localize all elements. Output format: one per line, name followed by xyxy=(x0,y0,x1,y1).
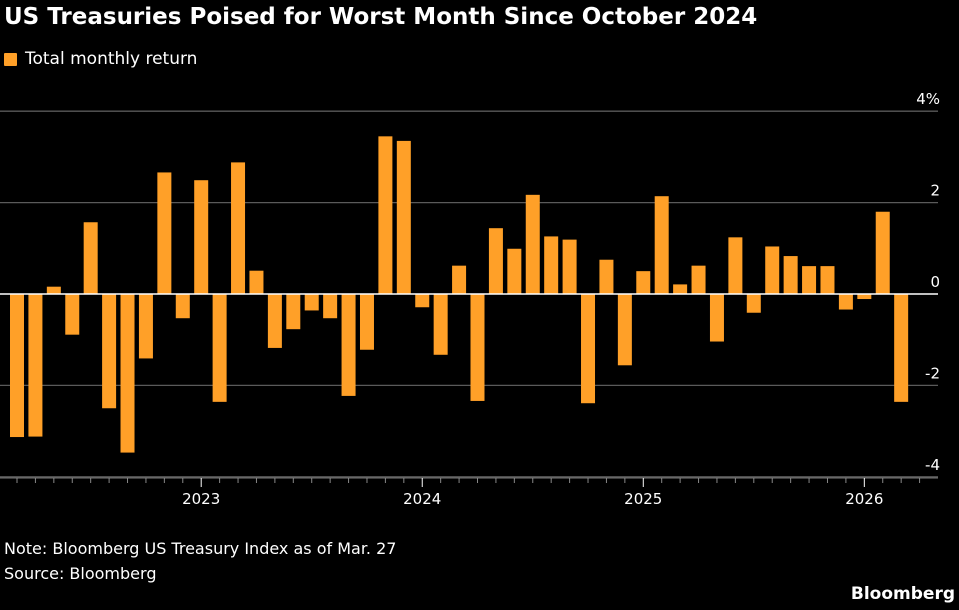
bar xyxy=(875,211,890,294)
footnotes: Note: Bloomberg US Treasury Index as of … xyxy=(4,536,396,586)
bar xyxy=(802,266,817,294)
bloomberg-logo: Bloomberg xyxy=(850,584,955,604)
bar xyxy=(783,256,798,294)
y-tick-label: -4 xyxy=(925,456,940,474)
bar xyxy=(636,271,651,294)
bar xyxy=(286,294,301,330)
bar xyxy=(231,162,246,294)
bar xyxy=(65,294,80,335)
bar xyxy=(415,294,430,308)
y-tick-label: 4% xyxy=(916,90,940,108)
bar xyxy=(691,265,706,294)
bar xyxy=(470,294,485,401)
bar xyxy=(673,284,688,294)
bar xyxy=(544,236,559,294)
bar xyxy=(488,228,503,294)
note-text: Note: Bloomberg US Treasury Index as of … xyxy=(4,539,397,558)
bar xyxy=(728,237,743,294)
bar xyxy=(267,294,282,348)
bar xyxy=(102,294,117,409)
x-tick-label: 2023 xyxy=(182,490,220,508)
bar xyxy=(765,246,780,294)
x-tick-label: 2024 xyxy=(403,490,441,508)
bar xyxy=(120,294,135,453)
bar xyxy=(838,294,853,310)
bar xyxy=(341,294,356,396)
bar xyxy=(709,294,724,342)
source-text: Source: Bloomberg xyxy=(4,564,157,583)
chart-title: US Treasuries Poised for Worst Month Sin… xyxy=(4,4,758,30)
bar xyxy=(599,259,614,294)
bar xyxy=(562,239,577,294)
bar xyxy=(654,196,669,294)
bar xyxy=(894,294,909,402)
bar xyxy=(359,294,374,350)
bar xyxy=(323,294,338,319)
bar xyxy=(194,180,209,294)
bar xyxy=(10,294,24,438)
bar xyxy=(396,140,411,294)
x-tick-label: 2026 xyxy=(845,490,883,508)
bar xyxy=(28,294,43,437)
bar xyxy=(212,294,227,402)
bar xyxy=(46,286,61,294)
bar xyxy=(820,266,835,294)
bar xyxy=(507,248,522,294)
bar xyxy=(304,294,319,311)
bar xyxy=(433,294,448,355)
legend-swatch xyxy=(4,52,17,66)
bar xyxy=(83,222,98,294)
legend: Total monthly return xyxy=(4,49,197,69)
x-tick-label: 2025 xyxy=(624,490,662,508)
bar xyxy=(138,294,153,359)
y-tick-label: 2 xyxy=(930,182,940,200)
bar xyxy=(617,294,632,366)
bar xyxy=(581,294,596,404)
bar xyxy=(378,136,393,294)
bar xyxy=(175,294,190,319)
y-tick-label: -2 xyxy=(925,364,940,382)
bar xyxy=(525,194,540,294)
legend-label: Total monthly return xyxy=(25,49,198,69)
bar xyxy=(452,265,467,294)
bar xyxy=(746,294,761,313)
bar xyxy=(157,172,172,294)
y-tick-label: 0 xyxy=(930,273,940,291)
bar xyxy=(857,294,872,300)
bar xyxy=(249,270,264,294)
